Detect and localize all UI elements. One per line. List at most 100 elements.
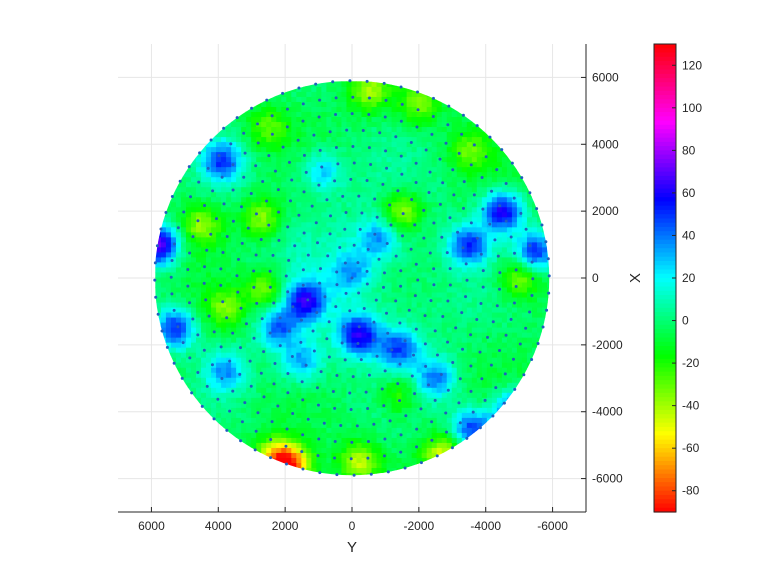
heatmap-cell [461, 271, 467, 278]
heatmap-cell [295, 342, 302, 348]
heatmap-cell [395, 206, 402, 213]
heatmap-cell [270, 427, 277, 433]
heatmap-cell [506, 276, 512, 283]
heatmap-cell [521, 321, 527, 328]
heatmap-cell [506, 246, 512, 253]
heatmap-cell [451, 256, 457, 263]
heatmap-cell [190, 166, 197, 173]
heatmap-cell [195, 306, 202, 313]
heatmap-cell [461, 261, 467, 268]
heatmap-cell [340, 442, 347, 448]
heatmap-cell [536, 236, 543, 243]
heatmap-cell [225, 271, 232, 278]
heatmap-cell [471, 301, 477, 308]
heatmap-cell [426, 427, 432, 433]
heatmap-cell [320, 186, 327, 193]
heatmap-cell [506, 176, 512, 183]
heatmap-cell [431, 352, 437, 358]
heatmap-cell [250, 382, 257, 388]
heatmap-cell [250, 367, 257, 373]
heatmap-cell [385, 141, 392, 148]
heatmap-cell [160, 311, 166, 318]
heatmap-cell [265, 407, 272, 413]
heatmap-cell [501, 316, 507, 323]
heatmap-cell [290, 236, 297, 243]
heatmap-cell [300, 276, 307, 283]
heatmap-cell [280, 382, 287, 388]
heatmap-cell [315, 206, 322, 213]
heatmap-cell [461, 136, 467, 143]
heatmap-cell [360, 256, 367, 263]
heatmap-cell [355, 301, 362, 308]
heatmap-cell [416, 136, 422, 143]
heatmap-cell [451, 226, 457, 233]
heatmap-cell [506, 301, 512, 308]
heatmap-cell [360, 337, 367, 343]
heatmap-cell [300, 156, 307, 163]
heatmap-cell [461, 357, 467, 363]
heatmap-cell [260, 442, 267, 448]
heatmap-cell [521, 286, 527, 293]
heatmap-cell [270, 306, 277, 313]
heatmap-cell [365, 251, 372, 258]
heatmap-cell [290, 191, 297, 198]
heatmap-cell [285, 437, 292, 443]
heatmap-cell [155, 286, 161, 293]
heatmap-cell [511, 266, 517, 273]
heatmap-cell [190, 226, 197, 233]
heatmap-cell [175, 306, 181, 313]
heatmap-cell [375, 367, 382, 373]
heatmap-cell [280, 427, 287, 433]
heatmap-cell [406, 392, 412, 398]
heatmap-cell [390, 216, 397, 223]
heatmap-cell [180, 261, 186, 268]
heatmap-cell [370, 432, 377, 438]
heatmap-cell [486, 246, 492, 253]
heatmap-cell [225, 246, 232, 253]
heatmap-cell [335, 327, 342, 333]
heatmap-cell [390, 347, 397, 353]
heatmap-cell [190, 231, 197, 238]
heatmap-cell [255, 226, 262, 233]
heatmap-cell [365, 432, 372, 438]
heatmap-cell [275, 256, 282, 263]
heatmap-cell [385, 407, 392, 413]
heatmap-cell [436, 316, 442, 323]
heatmap-cell [285, 457, 292, 463]
heatmap-cell [390, 407, 397, 413]
heatmap-cell [360, 377, 367, 383]
heatmap-cell [245, 116, 252, 123]
heatmap-cell [426, 261, 432, 268]
heatmap-cell [365, 472, 372, 476]
heatmap-cell [225, 131, 232, 138]
heatmap-cell [486, 276, 492, 283]
heatmap-cell [411, 357, 417, 363]
heatmap-cell [250, 181, 257, 188]
heatmap-cell [290, 362, 297, 368]
heatmap-cell [255, 387, 262, 393]
heatmap-cell [436, 412, 442, 418]
heatmap-cell [521, 196, 527, 203]
heatmap-cell [295, 296, 302, 303]
heatmap-cell [345, 281, 352, 288]
heatmap-cell [295, 221, 302, 228]
heatmap-cell [385, 457, 392, 463]
heatmap-cell [411, 141, 417, 148]
heatmap-cell [290, 146, 297, 153]
heatmap-cell [446, 111, 452, 118]
heatmap-cell [441, 116, 447, 123]
heatmap-cell [431, 261, 437, 268]
heatmap-cell [486, 321, 492, 328]
heatmap-cell [431, 131, 437, 138]
heatmap-cell [355, 106, 362, 112]
heatmap-cell [270, 372, 277, 378]
heatmap-cell [315, 392, 322, 398]
heatmap-cell [380, 151, 387, 158]
heatmap-cell [380, 231, 387, 238]
heatmap-cell [305, 216, 312, 223]
heatmap-cell [365, 367, 372, 373]
heatmap-cell [431, 156, 437, 163]
heatmap-cell [255, 362, 262, 368]
heatmap-cell [436, 427, 442, 433]
heatmap-cell [250, 412, 257, 418]
